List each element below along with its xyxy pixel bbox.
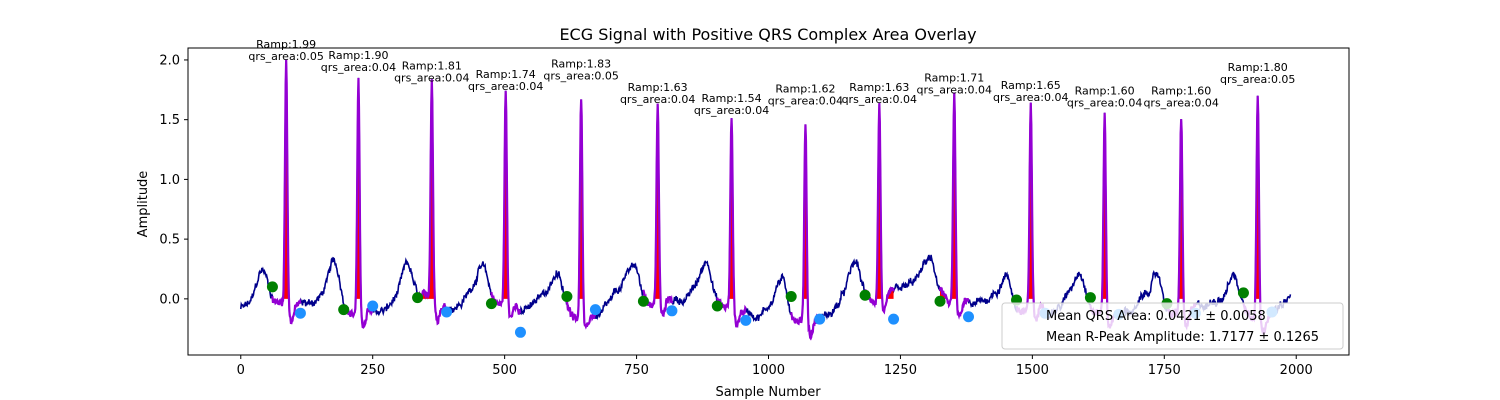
qrs-segment-10 bbox=[938, 92, 970, 320]
qrs-segment-1 bbox=[271, 59, 302, 325]
q-point-2 bbox=[338, 304, 350, 316]
r-peak-annotation-area-5: qrs_area:0.05 bbox=[543, 69, 618, 82]
r-peak-annotation-area-14: qrs_area:0.05 bbox=[1220, 73, 1295, 86]
legend: Mean QRS Area: 0.0421 ± 0.0058 Mean R-Pea… bbox=[1001, 302, 1344, 350]
qrs-segment-5 bbox=[565, 99, 597, 330]
r-peak-annotation-ramp-14: Ramp:1.80 bbox=[1228, 61, 1288, 74]
x-tick-label-0: 0 bbox=[237, 363, 245, 378]
q-point-14 bbox=[1237, 287, 1249, 299]
x-tick-label-250: 250 bbox=[360, 363, 385, 378]
y-tick-label-2: 1.0 bbox=[159, 173, 180, 188]
qrs-area-13 bbox=[1166, 119, 1196, 299]
q-point-1 bbox=[266, 281, 278, 293]
qrs-area-12 bbox=[1090, 112, 1119, 299]
axes: 0 250 500 750 1000 1250 1500 1750 2000 0.0 0.5 1.0 1… bbox=[159, 47, 1350, 378]
qrs-area-10 bbox=[940, 92, 969, 299]
y-tick-label-3: 1.5 bbox=[159, 113, 180, 128]
q-point-12 bbox=[1084, 292, 1096, 304]
r-peak-annotation-area-4: qrs_area:0.04 bbox=[468, 80, 543, 93]
r-peak-annotation-ramp-13: Ramp:1.60 bbox=[1151, 85, 1211, 98]
r-peak-annotation-area-12: qrs_area:0.04 bbox=[1067, 97, 1142, 110]
s-point-7 bbox=[740, 314, 752, 326]
s-point-10 bbox=[963, 311, 975, 323]
q-point-3 bbox=[412, 292, 424, 304]
r-peak-annotation-ramp-3: Ramp:1.81 bbox=[402, 60, 462, 73]
q-point-5 bbox=[561, 290, 573, 302]
r-peak-annotation-area-1: qrs_area:0.05 bbox=[248, 50, 323, 63]
r-peak-annotation-area-7: qrs_area:0.04 bbox=[694, 104, 769, 117]
qrs-area-7 bbox=[717, 118, 746, 299]
s-point-5 bbox=[589, 304, 601, 316]
r-peak-annotation-area-6: qrs_area:0.04 bbox=[620, 93, 695, 106]
q-point-6 bbox=[637, 295, 649, 307]
s-point-3 bbox=[441, 306, 453, 318]
q-point-7 bbox=[711, 300, 723, 312]
r-peak-annotation-area-9: qrs_area:0.04 bbox=[842, 93, 917, 106]
s-point-1 bbox=[294, 307, 306, 319]
r-peak-annotation-area-11: qrs_area:0.04 bbox=[993, 91, 1068, 104]
r-peak-annotation-ramp-5: Ramp:1.83 bbox=[551, 57, 611, 70]
y-tick-label-1: 0.5 bbox=[159, 233, 180, 248]
x-tick-label-1250: 1250 bbox=[884, 363, 917, 378]
s-point-9 bbox=[888, 313, 900, 325]
r-peak-annotation-area-2: qrs_area:0.04 bbox=[321, 61, 396, 74]
legend-box bbox=[1001, 302, 1344, 350]
x-tick-label-2000: 2000 bbox=[1280, 363, 1313, 378]
r-peak-annotation-area-10: qrs_area:0.04 bbox=[917, 84, 992, 97]
r-peak-annotation-ramp-7: Ramp:1.54 bbox=[702, 92, 762, 105]
r-peak-annotation-ramp-10: Ramp:1.71 bbox=[924, 72, 984, 85]
chart-title: ECG Signal with Positive QRS Complex Are… bbox=[559, 25, 976, 44]
plot-content bbox=[239, 59, 1292, 341]
r-peak-annotation-area-3: qrs_area:0.04 bbox=[394, 72, 469, 85]
x-tick-label-1500: 1500 bbox=[1016, 363, 1049, 378]
q-point-9 bbox=[859, 289, 871, 301]
x-tick-label-1750: 1750 bbox=[1148, 363, 1181, 378]
q-point-8 bbox=[785, 290, 797, 302]
qrs-area-14 bbox=[1243, 95, 1272, 299]
s-point-2 bbox=[367, 300, 379, 312]
legend-entry-2: Mean R-Peak Amplitude: 1.7177 ± 0.1265 bbox=[1046, 330, 1319, 345]
s-point-4 bbox=[514, 326, 526, 338]
qrs-segment-6 bbox=[642, 103, 674, 318]
r-peak-annotation-ramp-4: Ramp:1.74 bbox=[476, 68, 536, 81]
r-peak-annotation-ramp-12: Ramp:1.60 bbox=[1075, 85, 1135, 98]
legend-entry-1: Mean QRS Area: 0.0421 ± 0.0058 bbox=[1046, 309, 1266, 324]
q-point-10 bbox=[934, 295, 946, 307]
qrs-area-5 bbox=[566, 99, 596, 299]
qrs-area-11 bbox=[1016, 102, 1046, 299]
x-tick-label-1000: 1000 bbox=[752, 363, 785, 378]
r-peak-annotation-ramp-9: Ramp:1.63 bbox=[849, 81, 909, 94]
y-axis-label: Amplitude bbox=[136, 171, 151, 238]
s-point-8 bbox=[814, 313, 826, 325]
r-peak-annotation-ramp-6: Ramp:1.63 bbox=[628, 81, 688, 94]
x-tick-label-500: 500 bbox=[492, 363, 517, 378]
s-point-6 bbox=[666, 305, 678, 317]
qrs-area-8 bbox=[791, 124, 820, 299]
r-peak-annotation-ramp-8: Ramp:1.62 bbox=[775, 82, 835, 95]
r-peak-annotation-ramp-11: Ramp:1.65 bbox=[1001, 79, 1061, 92]
r-peak-annotation-area-13: qrs_area:0.04 bbox=[1143, 97, 1218, 110]
q-point-4 bbox=[485, 298, 497, 310]
y-tick-label-4: 2.0 bbox=[159, 53, 180, 68]
r-peak-annotation-area-8: qrs_area:0.04 bbox=[768, 94, 843, 107]
x-axis-label: Sample Number bbox=[715, 385, 821, 400]
y-tick-label-0: 0.0 bbox=[159, 292, 180, 307]
qrs-segment-2 bbox=[342, 77, 374, 329]
qrs-area-9 bbox=[865, 103, 894, 299]
qrs-area-6 bbox=[643, 103, 672, 299]
r-peak-annotation-ramp-2: Ramp:1.90 bbox=[328, 49, 388, 62]
x-tick-label-750: 750 bbox=[624, 363, 649, 378]
